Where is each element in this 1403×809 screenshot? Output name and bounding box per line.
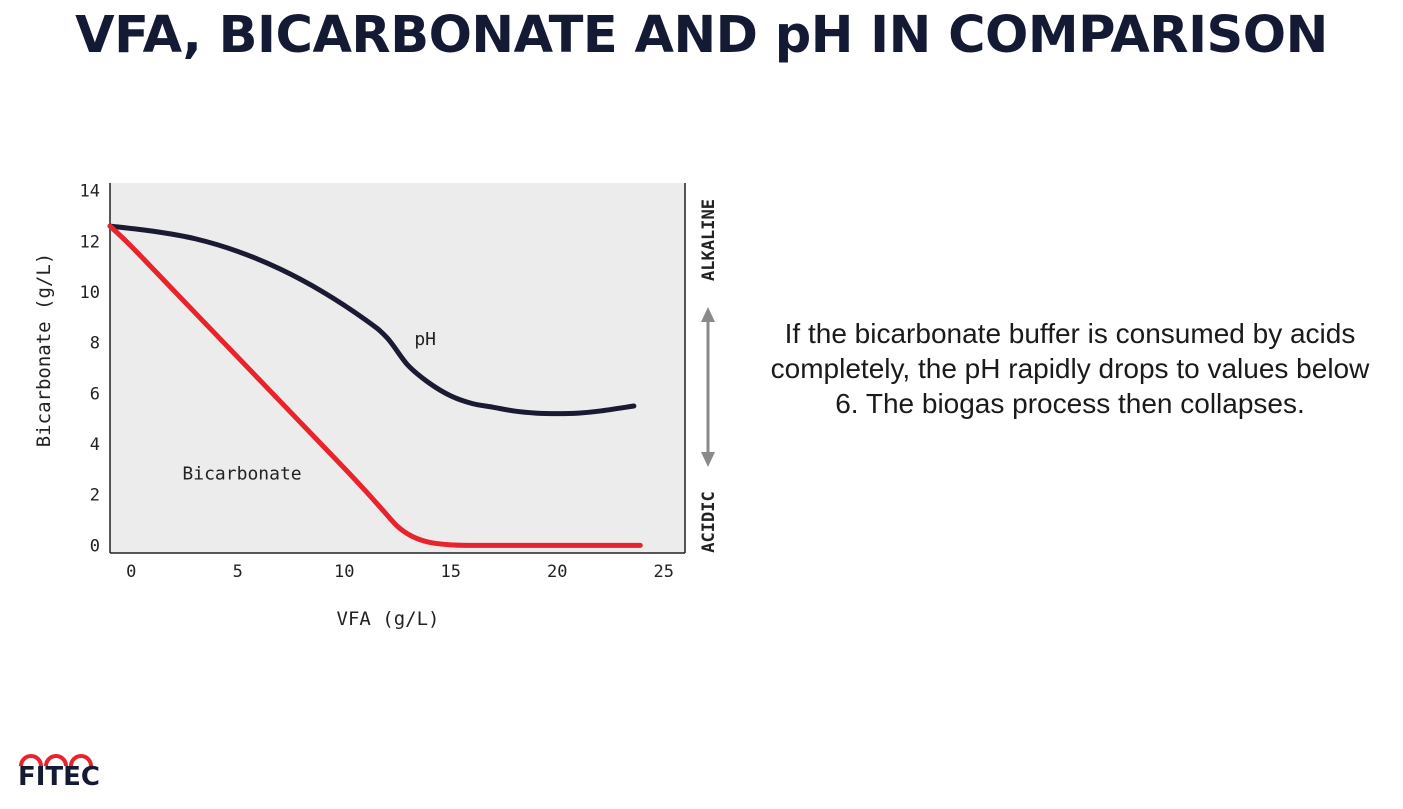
alkaline-label: ALKALINE	[699, 199, 719, 281]
tick-labels: 0 2 4 6 8 10 12 14 0 5 10 15 20 25	[80, 182, 674, 582]
chart-svg: 0 2 4 6 8 10 12 14 0 5 10 15 20 25 pH Bicarbonate VFA …	[33, 182, 719, 630]
fitec-logo: FITEC	[18, 752, 108, 800]
x-tick-label: 15	[440, 562, 460, 582]
logo-text: FITEC	[18, 762, 101, 792]
y-tick-label: 12	[80, 232, 100, 252]
y-tick-label: 8	[90, 334, 100, 354]
y-tick-label: 2	[90, 486, 100, 506]
plot-background	[110, 183, 685, 553]
annotations: pH Bicarbonate	[182, 329, 436, 484]
ph-series-line	[107, 223, 637, 417]
alkaline-acidic-arrow-icon	[701, 307, 715, 467]
x-tick-label: 20	[547, 562, 567, 582]
series-lines	[107, 223, 643, 548]
acidic-label: ACIDIC	[699, 491, 719, 552]
logo-arcs-icon	[19, 754, 93, 767]
chart-container: 0 2 4 6 8 10 12 14 0 5 10 15 20 25 pH Bicarbonate VFA …	[0, 0, 760, 700]
y-tick-label: 14	[80, 182, 100, 202]
slide-title: VFA, BICARBONATE AND pH IN COMPARISON	[75, 6, 1328, 65]
annotation-label: Bicarbonate	[182, 464, 301, 485]
x-tick-label: 5	[233, 562, 243, 582]
y-tick-label: 10	[80, 283, 100, 303]
y-tick-label: 6	[90, 384, 100, 404]
y-axis-label: Bicarbonate (g/L)	[33, 253, 55, 447]
x-tick-label: 25	[653, 562, 673, 582]
bicarbonate-series-line	[107, 223, 643, 548]
y-tick-label: 4	[90, 435, 100, 455]
x-tick-label: 10	[334, 562, 354, 582]
description-text: If the bicarbonate buffer is consumed by…	[770, 318, 1370, 419]
annotation-label: pH	[414, 329, 436, 350]
x-tick-label: 0	[126, 562, 136, 582]
x-axis-label: VFA (g/L)	[337, 608, 440, 630]
y-tick-label: 0	[90, 536, 100, 556]
